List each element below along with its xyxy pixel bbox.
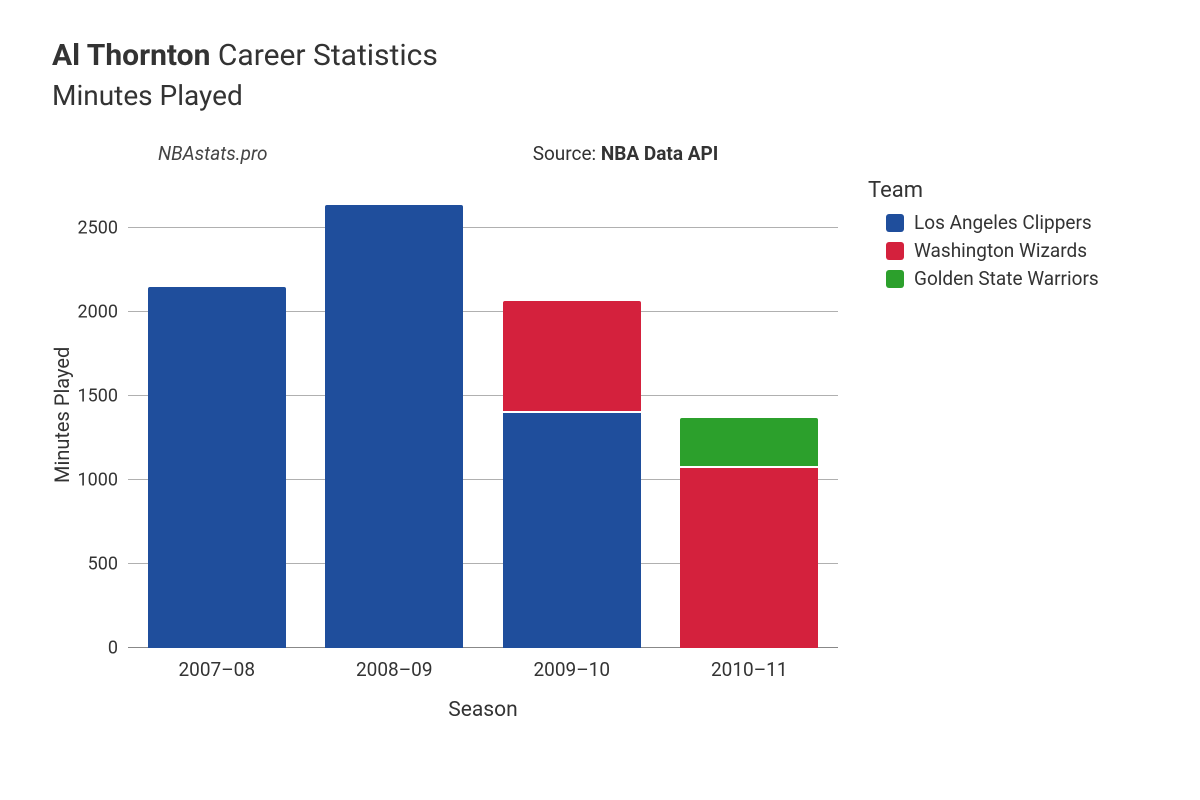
legend-label: Los Angeles Clippers [914,211,1092,234]
title-name: Al Thornton [52,38,210,73]
chart-subtitle: Minutes Played [52,79,438,112]
legend-label: Golden State Warriors [914,267,1099,290]
bar-segment [325,205,463,648]
chart-title-block: Al Thornton Career Statistics Minutes Pl… [52,38,438,112]
y-tick-label: 500 [88,554,128,575]
title-rest: Career Statistics [210,38,437,73]
source-name: NBA Data API [601,142,718,165]
x-axis-label: Season [448,698,517,722]
y-tick-label: 0 [108,638,128,659]
bar-segment [680,468,818,648]
source-prefix: Source: [533,142,601,165]
x-tick-label: 2008–09 [356,648,433,681]
bar-segment [680,418,818,466]
source-attribution: Source: NBA Data API [533,142,719,165]
y-tick-label: 2500 [78,218,128,239]
bar-segment [148,287,286,648]
x-tick-label: 2010–11 [711,648,788,681]
y-tick-label: 1000 [78,470,128,491]
legend-item: Washington Wizards [886,239,1099,262]
y-axis-label: Minutes Played [50,347,74,483]
legend-label: Washington Wizards [914,239,1087,262]
legend-swatch [886,214,904,232]
bar-segment [503,413,641,648]
bar-segment [503,301,641,411]
legend-swatch [886,242,904,260]
chart-title-line1: Al Thornton Career Statistics [52,38,438,73]
y-tick-label: 1500 [78,386,128,407]
legend-item: Los Angeles Clippers [886,211,1099,234]
plot-area: 050010001500200025002007–082008–092009–1… [128,178,838,648]
legend-item: Golden State Warriors [886,267,1099,290]
legend: Team Los Angeles Clippers Washington Wiza… [868,178,1099,295]
watermark-text: NBAstats.pro [158,142,268,165]
grid-line [128,227,838,228]
y-tick-label: 2000 [78,302,128,323]
x-tick-label: 2009–10 [533,648,610,681]
chart-container: Al Thornton Career Statistics Minutes Pl… [0,0,1200,800]
legend-swatch [886,270,904,288]
x-tick-label: 2007–08 [178,648,255,681]
legend-title: Team [868,178,1099,203]
